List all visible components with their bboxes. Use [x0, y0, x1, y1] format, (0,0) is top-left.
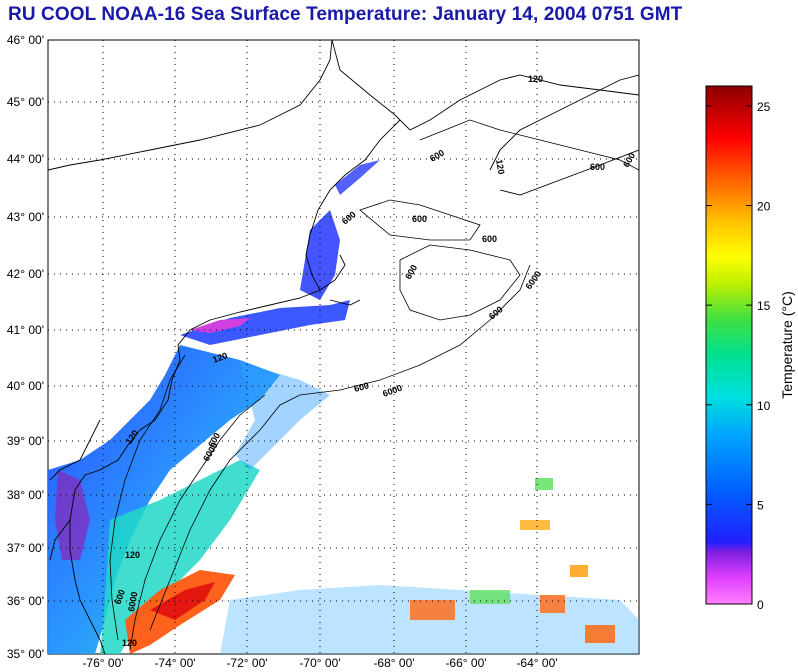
longitude-label: -72° 00'	[226, 656, 267, 670]
graticule	[48, 40, 639, 654]
contour-label-120-c: 120	[125, 550, 140, 560]
contour-120	[109, 354, 186, 641]
sst-layer	[48, 160, 639, 654]
colorbar-tick-label: 15	[757, 299, 771, 313]
sst-east-green-patch	[535, 478, 553, 490]
colorbar: 0 5 10 15 20 25 Temperature (°C)	[705, 85, 795, 612]
colorbar-gradient	[705, 85, 753, 605]
latitude-label: 37° 00'	[7, 541, 44, 555]
contour-shelf-north	[419, 119, 639, 171]
latitude-label: 44° 00'	[7, 152, 44, 166]
sst-shelf-cold	[48, 345, 280, 654]
latitude-label: 43° 00'	[7, 210, 44, 224]
latitude-label: 36° 00'	[7, 594, 44, 608]
longitude-label: -76° 00'	[82, 656, 123, 670]
sst-outer-shelf-speckle	[235, 362, 330, 470]
contour-label-120-f: 120	[494, 159, 506, 176]
sst-shelf-warm	[100, 460, 260, 654]
latitude-label: 40° 00'	[7, 379, 44, 393]
longitude-labels: -76° 00' -74° 00' -72° 00' -70° 00' -68° 00'…	[82, 656, 557, 670]
sst-south-yellow-patch	[520, 520, 550, 530]
contour-label-600-k: 600	[112, 588, 127, 606]
sst-south-warm-patch-3	[585, 625, 615, 643]
sst-cape-cod	[300, 210, 340, 300]
contour-label-120-d: 120	[122, 638, 137, 648]
contour-600	[129, 394, 266, 651]
latitude-label: 39° 00'	[7, 434, 44, 448]
latitude-label: 38° 00'	[7, 488, 44, 502]
sst-gulfstream-core	[150, 582, 215, 620]
contour-label-600-i: 600	[353, 380, 370, 394]
sst-south-warm-patch-2	[540, 595, 565, 613]
sst-chesapeake	[55, 470, 90, 560]
colorbar-title: Temperature (°C)	[779, 291, 795, 399]
coast-cape-cod	[319, 254, 361, 306]
contour-label-600-g: 600	[590, 162, 605, 172]
sst-long-island	[180, 300, 350, 345]
colorbar-tick-label: 25	[757, 100, 771, 114]
latitude-label: 42° 00'	[7, 267, 44, 281]
contour-label-600-c: 600	[412, 214, 427, 224]
latitude-label: 35° 00'	[7, 647, 44, 661]
sst-coastal-magenta	[190, 318, 250, 333]
contour-georges	[359, 199, 481, 241]
colorbar-tick-label: 20	[757, 200, 771, 214]
longitude-label: -68° 00'	[373, 656, 414, 670]
coast-mainland	[48, 40, 639, 171]
latitude-labels: 46° 00' 45° 00' 44° 00' 43° 00' 42° 00' 41° 0…	[7, 33, 44, 661]
longitude-label: -74° 00'	[154, 656, 195, 670]
colorbar-tick-label: 5	[757, 498, 764, 512]
bathymetry	[109, 119, 639, 651]
coast-new-england	[69, 119, 401, 654]
coastline	[48, 40, 639, 654]
sst-south-green-patch	[470, 590, 510, 604]
latitude-label: 41° 00'	[7, 323, 44, 337]
sst-maine-coast	[335, 160, 380, 195]
contour-label-120-e: 120	[528, 74, 543, 84]
colorbar-tick-label: 0	[757, 598, 764, 612]
contour-600-gom	[399, 244, 521, 321]
contour-label-120-b: 120	[211, 350, 229, 365]
longitude-label: -64° 00'	[516, 656, 557, 670]
coast-nova-scotia	[489, 74, 639, 196]
latitude-label: 46° 00'	[7, 33, 44, 47]
contour-label-600-d: 600	[482, 234, 497, 244]
longitude-label: -66° 00'	[445, 656, 486, 670]
sst-south-warm-patch	[410, 600, 455, 620]
coast-chesapeake	[49, 419, 101, 561]
colorbar-ticks: 0 5 10 15 20 25	[706, 100, 771, 612]
sst-south-yellow-patch-2	[570, 565, 588, 577]
contour-6000	[149, 264, 531, 631]
map-title: RU COOL NOAA-16 Sea Surface Temperature:…	[8, 4, 683, 25]
longitude-label: -70° 00'	[299, 656, 340, 670]
latitude-label: 45° 00'	[7, 95, 44, 109]
colorbar-tick-label: 10	[757, 399, 771, 413]
contour-label-6000-d: 6000	[126, 591, 139, 612]
